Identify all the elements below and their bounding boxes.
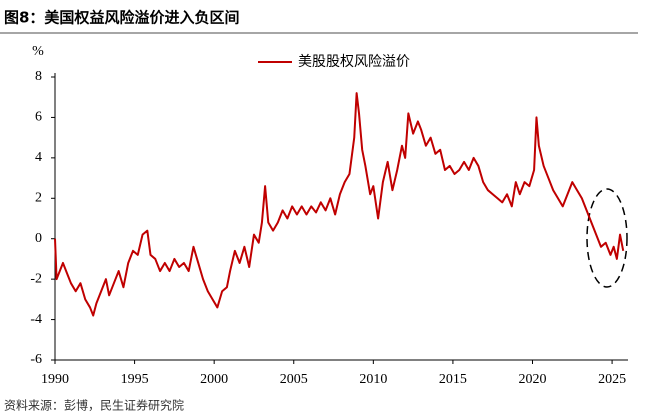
y-tick-label: -2 bbox=[30, 271, 42, 286]
x-tick-label: 2005 bbox=[280, 372, 308, 387]
chart-title: 图8：美国权益风险溢价进入负区间 bbox=[4, 9, 239, 27]
legend-label: 美股股权风险溢价 bbox=[298, 54, 410, 70]
x-tick-label: 1990 bbox=[41, 372, 69, 387]
x-tick-label: 2000 bbox=[200, 372, 228, 387]
x-tick-label: 1995 bbox=[121, 372, 149, 387]
y-tick-label: -4 bbox=[30, 312, 42, 327]
y-tick-label: 0 bbox=[35, 231, 42, 246]
y-tick-label: 4 bbox=[35, 150, 42, 165]
y-tick-label: -6 bbox=[30, 352, 42, 367]
data-line bbox=[54, 92, 625, 317]
x-tick-label: 2020 bbox=[519, 372, 547, 387]
source-note: 资料来源：彭博，民生证券研究院 bbox=[4, 398, 184, 413]
x-tick-label: 2010 bbox=[359, 372, 387, 387]
y-axis-label: % bbox=[32, 44, 44, 59]
y-tick-label: 2 bbox=[35, 191, 42, 206]
y-tick-label: 8 bbox=[35, 69, 42, 84]
x-tick-label: 2025 bbox=[598, 372, 626, 387]
highlight-ellipse bbox=[586, 188, 628, 288]
y-tick-label: 6 bbox=[35, 110, 42, 125]
x-tick-label: 2015 bbox=[439, 372, 467, 387]
